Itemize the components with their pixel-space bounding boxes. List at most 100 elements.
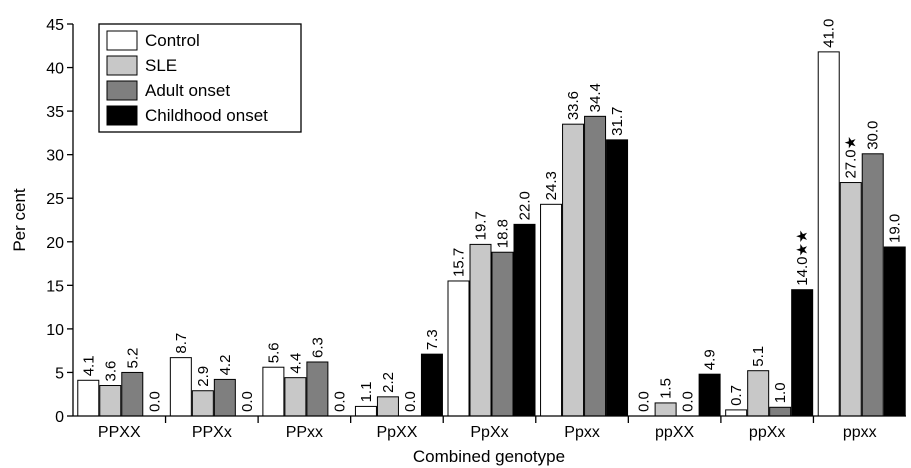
bar: [883, 246, 906, 417]
bar-value-label: 33.6: [565, 91, 582, 120]
bar-value-label: 19.0: [887, 214, 904, 243]
bar: [420, 353, 443, 417]
bar-value-label: 0.0: [680, 391, 697, 412]
y-axis-title: Per cent: [10, 188, 29, 252]
x-tick-label: ppXx: [749, 424, 785, 441]
bar: [447, 280, 470, 417]
bar-value-label: 18.8: [495, 219, 512, 248]
bar: [513, 223, 536, 417]
bar: [747, 370, 770, 417]
x-axis-ticks: PPXX PPXx PPxx PpXX PpXx Ppxx ppXX ppXx ppxx: [98, 416, 877, 441]
x-tick-label: PPXX: [98, 424, 141, 441]
legend-swatch: [106, 80, 138, 101]
bar: [654, 402, 677, 417]
bar-value-label: 15.7: [451, 248, 468, 277]
y-tick-label: 25: [46, 191, 64, 208]
bar-value-label: 41.0: [821, 19, 838, 48]
legend-label: Control: [145, 31, 200, 50]
y-axis-ticks: 0 5 10 15 20 25 30 35 40 45: [46, 17, 73, 426]
bar: [284, 377, 307, 417]
bar: [191, 390, 214, 417]
bar: [562, 123, 585, 417]
bar: [491, 251, 514, 417]
bar: [469, 243, 492, 417]
bar-value-label: 27.0★: [843, 136, 860, 179]
bar: [77, 379, 100, 417]
bar-value-label: 5.1: [750, 346, 767, 367]
y-tick-label: 30: [46, 148, 64, 165]
bar-value-label: 19.7: [473, 211, 490, 240]
bar: [121, 371, 144, 417]
bar-value-label: 1.5: [658, 378, 675, 399]
y-tick-label: 35: [46, 104, 64, 121]
y-tick-label: 40: [46, 61, 64, 78]
bar: [698, 373, 721, 417]
bar-value-label: 2.2: [380, 372, 397, 393]
bar: [169, 357, 192, 417]
bar: [99, 385, 122, 417]
bar-value-label: 2.9: [195, 366, 212, 387]
bar-value-label: 0.0: [331, 391, 348, 412]
x-tick-label: PpXx: [470, 424, 508, 441]
bar-value-label: 4.4: [287, 353, 304, 374]
x-axis-title: Combined genotype: [413, 447, 565, 466]
bar: [540, 203, 563, 417]
bar-value-label: 0.0: [402, 391, 419, 412]
bar-value-label: 0.0: [146, 391, 163, 412]
y-tick-label: 0: [55, 409, 64, 426]
bar-value-label: 0.0: [636, 391, 653, 412]
bar-value-label: 24.3: [543, 171, 560, 200]
x-tick-label: Ppxx: [564, 424, 600, 441]
bar-value-label: 3.6: [102, 361, 119, 382]
x-tick-label: ppxx: [843, 424, 877, 441]
y-tick-label: 15: [46, 278, 64, 295]
bar-value-label: 30.0: [865, 121, 882, 150]
legend-label: SLE: [145, 56, 177, 75]
bar: [817, 51, 840, 417]
x-tick-label: PPxx: [286, 424, 323, 441]
bar: [354, 405, 377, 417]
bar: [769, 406, 792, 417]
bar-value-label: 31.7: [609, 107, 626, 136]
bars: [77, 51, 906, 417]
bar-value-label: 5.2: [124, 348, 141, 369]
bar: [584, 115, 607, 417]
x-tick-label: PPXx: [192, 424, 232, 441]
bar: [213, 378, 236, 417]
y-tick-label: 45: [46, 17, 64, 34]
legend-label: Childhood onset: [145, 106, 268, 125]
bar: [861, 153, 884, 417]
bar-value-label: 4.9: [702, 349, 719, 370]
x-tick-label: ppXX: [655, 424, 694, 441]
legend-label: Adult onset: [145, 81, 230, 100]
bar: [839, 182, 862, 417]
legend: Control SLE Adult onset Childhood onset: [98, 23, 302, 133]
legend-swatch: [106, 105, 138, 126]
bar-value-label: 22.0: [517, 191, 534, 220]
legend-swatch: [106, 30, 138, 51]
y-tick-label: 5: [55, 365, 64, 382]
bar: [606, 139, 629, 417]
bar: [791, 289, 814, 417]
bar-value-label: 0.7: [728, 385, 745, 406]
legend-swatch: [106, 55, 138, 76]
bar: [262, 366, 285, 417]
bar-value-label: 4.1: [80, 355, 97, 376]
x-tick-label: PpXX: [376, 424, 417, 441]
bar-value-label: 6.3: [309, 337, 326, 358]
bar: [306, 361, 329, 417]
bar-value-label: 0.0: [239, 391, 256, 412]
bar-value-label: 8.7: [173, 333, 190, 354]
value-labels: 4.1 3.6 5.2 0.0 8.7 2.9 4.2 0.0 5.6 4.4 6.3 0.0 1.1 2…: [80, 19, 903, 412]
bar-value-label: 4.2: [217, 355, 234, 376]
y-tick-label: 20: [46, 235, 64, 252]
bar-value-label: 1.0: [772, 382, 789, 403]
bar-value-label: 5.6: [265, 342, 282, 363]
bar: [376, 396, 399, 417]
bar: [725, 409, 748, 417]
bar-value-label: 1.1: [358, 382, 375, 403]
bar-value-label: 14.0★★: [794, 230, 811, 286]
bar-value-label: 7.3: [424, 329, 441, 350]
y-tick-label: 10: [46, 322, 64, 339]
